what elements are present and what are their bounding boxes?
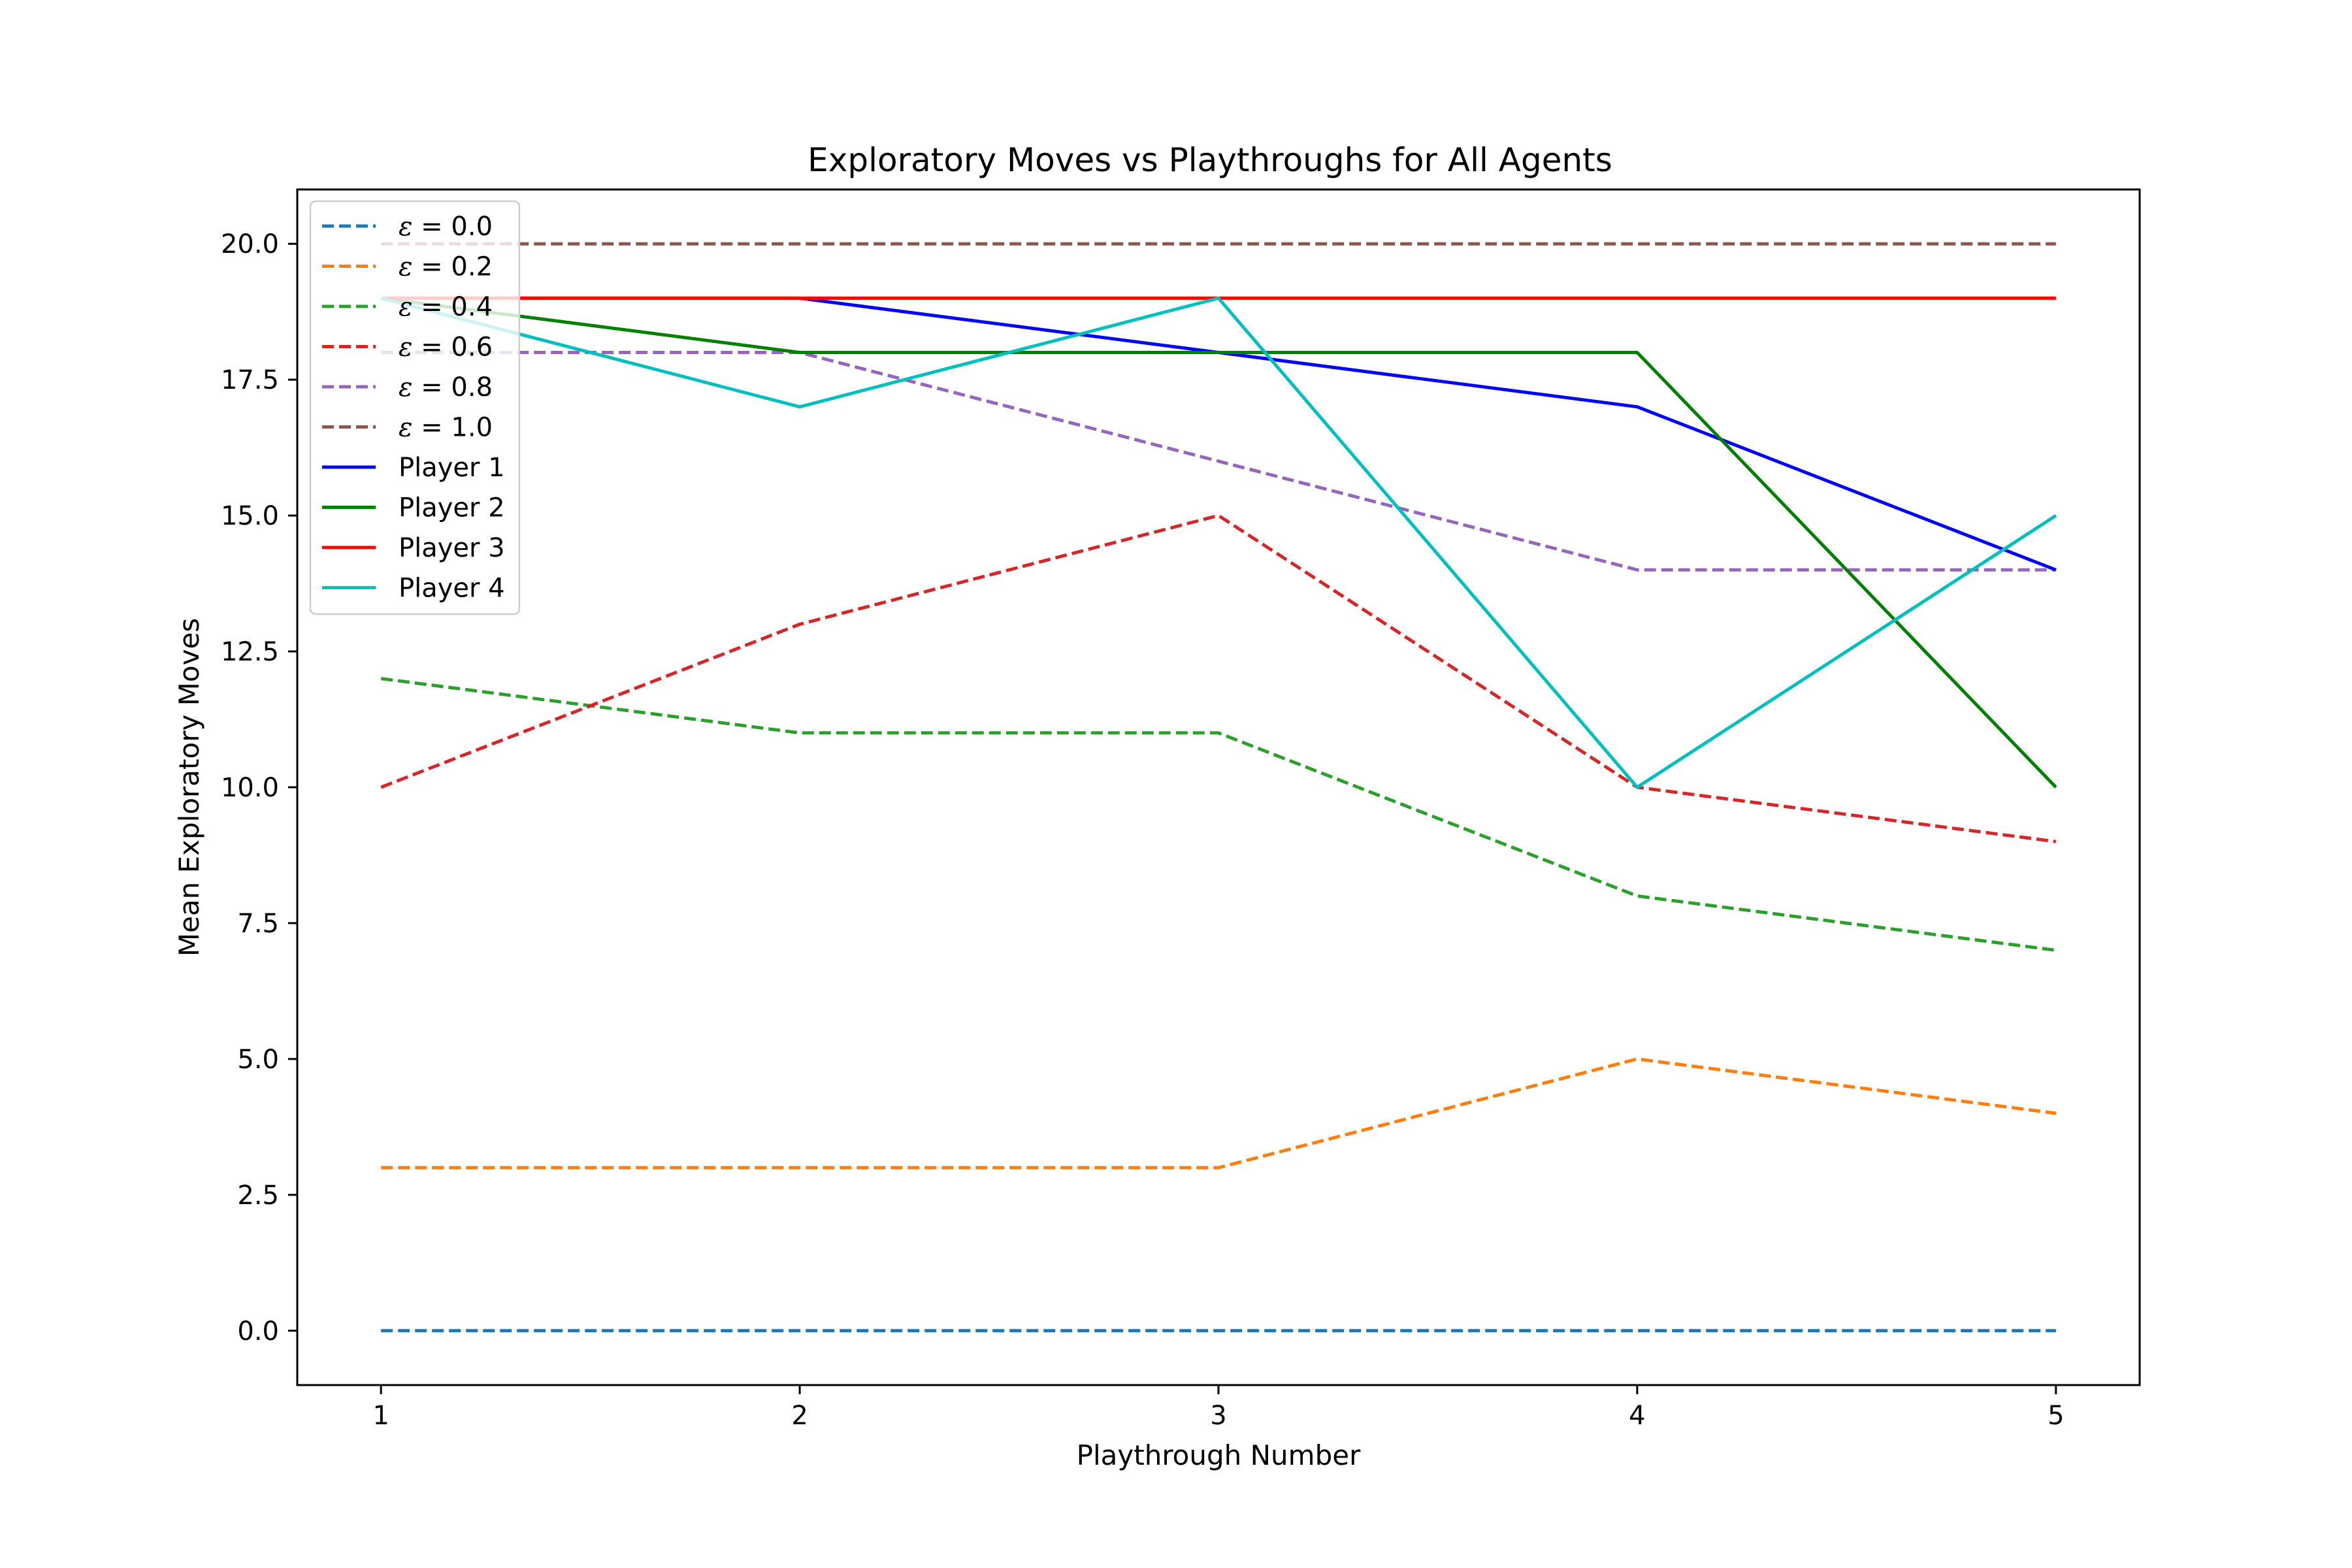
legend-label: Player 1	[399, 453, 505, 483]
legend-label: Player 4	[399, 574, 505, 604]
y-tick-label: 20.0	[221, 229, 279, 259]
y-tick-label: 12.5	[221, 637, 279, 667]
legend-label: ε = 0.6	[399, 333, 493, 363]
y-tick-label: 0.0	[237, 1316, 279, 1347]
y-tick-label: 17.5	[221, 365, 279, 395]
x-tick-label: 5	[2048, 1401, 2064, 1431]
x-tick-label: 1	[372, 1401, 389, 1431]
series-line-4	[381, 351, 2056, 572]
y-tick-label: 10.0	[221, 773, 279, 803]
legend-label: Player 2	[399, 493, 505, 523]
y-tick-label: 2.5	[237, 1181, 279, 1211]
series-line-6	[381, 296, 2057, 572]
plot-frame	[296, 188, 2141, 1386]
legend-label: Player 3	[399, 533, 505, 563]
y-tick-label: 5.0	[237, 1045, 279, 1075]
y-axis-label: Mean Exploratory Moves	[173, 618, 205, 956]
series-line-3	[380, 514, 2057, 843]
y-tick-label: 15.0	[221, 501, 279, 531]
legend: ε = 0.0 ε = 0.2 ε = 0.4 ε = 0.6 ε = 0.8 ε = 1…	[309, 200, 521, 615]
legend-label: ε = 0.2	[399, 252, 493, 282]
series-line-2	[380, 677, 2057, 952]
legend-label: ε = 0.0	[399, 212, 493, 242]
y-tick-label: 7.5	[237, 909, 279, 939]
legend-box	[309, 200, 521, 615]
y-axis-ticks: 0.0 2.5 5.0 7.5 10.0 12.5 15.0 17.5 20.0	[221, 229, 297, 1347]
series-line-1	[381, 1057, 2057, 1169]
series-line-7	[380, 296, 2057, 789]
chart-title: Exploratory Moves vs Playthroughs for Al…	[808, 141, 1612, 179]
plot-lines	[380, 242, 2057, 1333]
legend-label: ε = 0.4	[399, 292, 493, 322]
x-tick-label: 2	[791, 1401, 808, 1431]
legend-label: ε = 0.8	[399, 372, 493, 402]
x-axis-label: Playthrough Number	[1077, 1439, 1361, 1471]
series-line-9	[380, 296, 2057, 789]
legend-label: ε = 1.0	[399, 413, 493, 443]
x-tick-label: 4	[1629, 1401, 1645, 1431]
x-tick-label: 3	[1210, 1401, 1226, 1431]
x-axis-ticks: 1 2 3 4 5	[372, 1385, 2065, 1431]
